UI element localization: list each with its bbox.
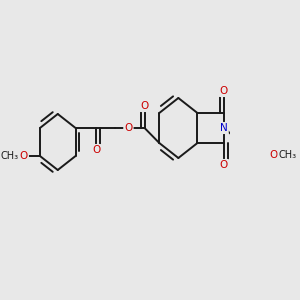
Text: CH₃: CH₃: [279, 150, 297, 160]
Text: O: O: [220, 160, 228, 170]
Text: O: O: [124, 123, 133, 133]
Text: CH₃: CH₃: [0, 151, 18, 161]
Text: O: O: [140, 101, 149, 111]
Text: O: O: [92, 145, 100, 155]
Text: O: O: [269, 150, 277, 160]
Text: N: N: [220, 123, 228, 133]
Text: O: O: [20, 151, 28, 161]
Text: O: O: [220, 86, 228, 96]
